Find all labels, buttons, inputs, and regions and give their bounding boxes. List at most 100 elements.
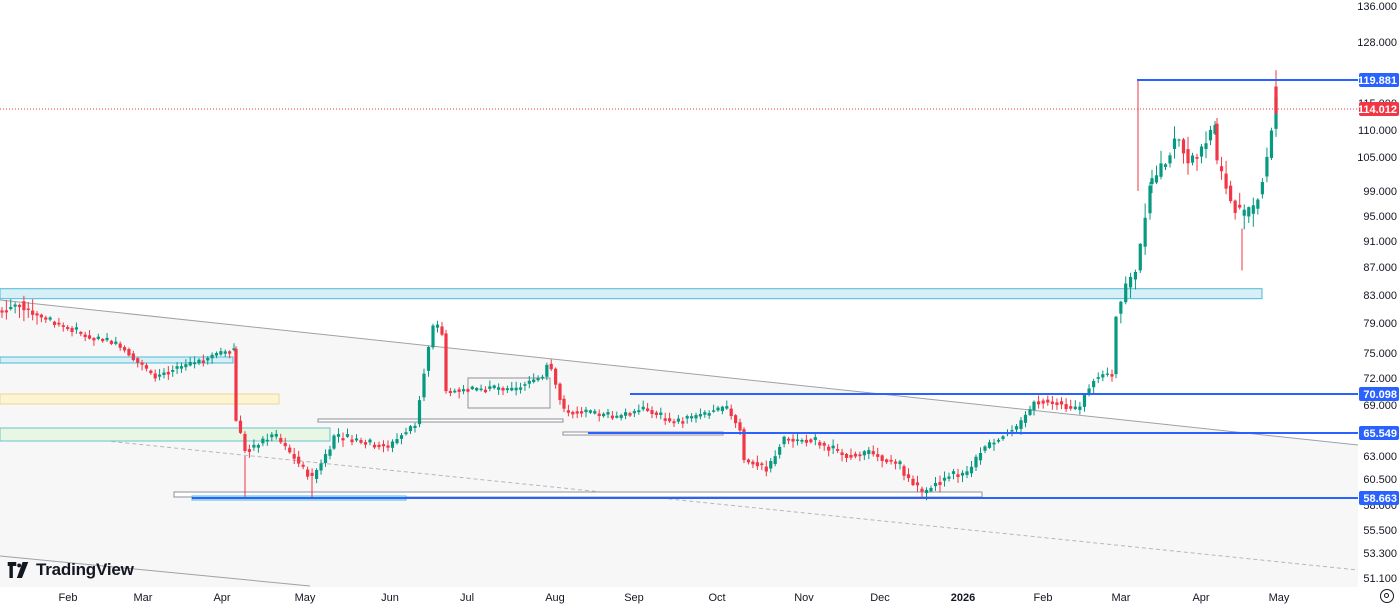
candle-body bbox=[703, 412, 707, 415]
candle-body bbox=[836, 449, 840, 451]
candle-body bbox=[540, 376, 545, 379]
candle-body bbox=[698, 414, 702, 417]
candle-body bbox=[70, 328, 74, 333]
price-tick-label: 53.300 bbox=[1363, 548, 1397, 560]
candle-body bbox=[1148, 185, 1152, 214]
candle-body bbox=[987, 442, 992, 448]
candle-body bbox=[571, 411, 575, 415]
candle-body bbox=[624, 412, 628, 416]
candle-body bbox=[279, 437, 283, 443]
candle-body bbox=[974, 456, 978, 468]
candle-body bbox=[131, 353, 135, 360]
candle-body bbox=[676, 418, 680, 422]
candle-body bbox=[889, 459, 893, 462]
price-tick-label: 72.000 bbox=[1363, 373, 1397, 385]
candle-body bbox=[52, 321, 57, 325]
candle-body bbox=[593, 411, 597, 414]
candle-body bbox=[66, 327, 70, 329]
candle-body bbox=[654, 412, 658, 415]
chart-settings-icon[interactable] bbox=[1380, 589, 1394, 603]
candle-body bbox=[475, 387, 479, 391]
candle-body bbox=[328, 449, 332, 456]
candle-body bbox=[685, 416, 689, 419]
candle-body bbox=[175, 366, 179, 369]
candle-body bbox=[1199, 146, 1204, 157]
candle-body bbox=[122, 347, 127, 351]
candle-body-last bbox=[1274, 86, 1278, 114]
candle-body bbox=[193, 362, 197, 365]
candle-body bbox=[637, 410, 641, 413]
candle-body bbox=[969, 466, 974, 474]
price-tick-label: 51.100 bbox=[1363, 573, 1397, 585]
candle-body bbox=[1233, 200, 1237, 213]
candle-body bbox=[707, 413, 711, 416]
candle-body bbox=[1213, 124, 1217, 134]
candle-body bbox=[983, 446, 987, 451]
candle-body bbox=[171, 370, 175, 372]
candle-body bbox=[243, 433, 247, 451]
candle-body bbox=[1168, 155, 1172, 164]
candle-body bbox=[57, 322, 61, 325]
candle-body bbox=[444, 333, 448, 392]
candle-body bbox=[461, 389, 466, 392]
price-tag-label: 114.012 bbox=[1358, 104, 1397, 116]
candle-body bbox=[1260, 182, 1264, 195]
candle-body bbox=[1247, 207, 1251, 217]
candle-body bbox=[720, 406, 724, 412]
candle-body bbox=[668, 418, 672, 422]
price-tag bbox=[1359, 102, 1399, 116]
candle-body bbox=[956, 474, 960, 478]
tradingview-logo: TradingView bbox=[6, 560, 134, 580]
candle-body bbox=[31, 310, 35, 315]
candle-body bbox=[849, 454, 853, 458]
candle-body bbox=[26, 308, 30, 310]
candle-body bbox=[778, 446, 782, 455]
candle-body bbox=[184, 364, 188, 368]
candle-body bbox=[791, 438, 795, 442]
candle-body bbox=[297, 456, 301, 464]
candle-body bbox=[292, 454, 296, 459]
candle-body bbox=[501, 387, 505, 391]
candle-body bbox=[764, 466, 768, 472]
candle-body bbox=[566, 410, 570, 413]
candle-body bbox=[786, 438, 791, 441]
candle-body bbox=[101, 338, 105, 342]
candle-body bbox=[558, 383, 562, 400]
price-tick-label: 83.000 bbox=[1363, 290, 1397, 302]
candle-body bbox=[751, 461, 755, 465]
candle-body bbox=[965, 471, 969, 475]
candle-body bbox=[483, 389, 488, 393]
time-tick-label: Mar bbox=[1112, 592, 1131, 604]
candle-body bbox=[219, 351, 223, 355]
time-tick-label: Nov bbox=[794, 592, 814, 604]
candle-body bbox=[1229, 185, 1233, 202]
price-tick-label: 99.000 bbox=[1363, 186, 1397, 198]
candle-body bbox=[610, 415, 614, 419]
candle-body bbox=[871, 451, 875, 455]
candle-body bbox=[336, 434, 341, 437]
candle-body bbox=[694, 415, 698, 419]
candle-body bbox=[876, 454, 880, 457]
time-tick-label: Jun bbox=[381, 592, 399, 604]
candle-body bbox=[448, 391, 452, 393]
candle-body bbox=[1028, 409, 1032, 415]
candle-body bbox=[488, 386, 492, 389]
candle-body bbox=[92, 338, 96, 341]
candle-body bbox=[1163, 164, 1168, 168]
candle-body bbox=[880, 455, 884, 461]
candle-body bbox=[773, 456, 777, 465]
range-box-jul bbox=[467, 377, 551, 409]
candle-body bbox=[354, 438, 359, 441]
candle-body bbox=[288, 447, 292, 453]
time-tick-label: Oct bbox=[708, 592, 725, 604]
candle-body bbox=[628, 413, 632, 416]
candle-body bbox=[470, 386, 474, 390]
candle-body bbox=[729, 408, 733, 417]
price-tick-label: 105.000 bbox=[1357, 152, 1397, 164]
candle-body bbox=[466, 389, 470, 392]
candle-body bbox=[532, 379, 536, 383]
candle-body bbox=[105, 337, 109, 341]
candle-body bbox=[314, 469, 319, 479]
